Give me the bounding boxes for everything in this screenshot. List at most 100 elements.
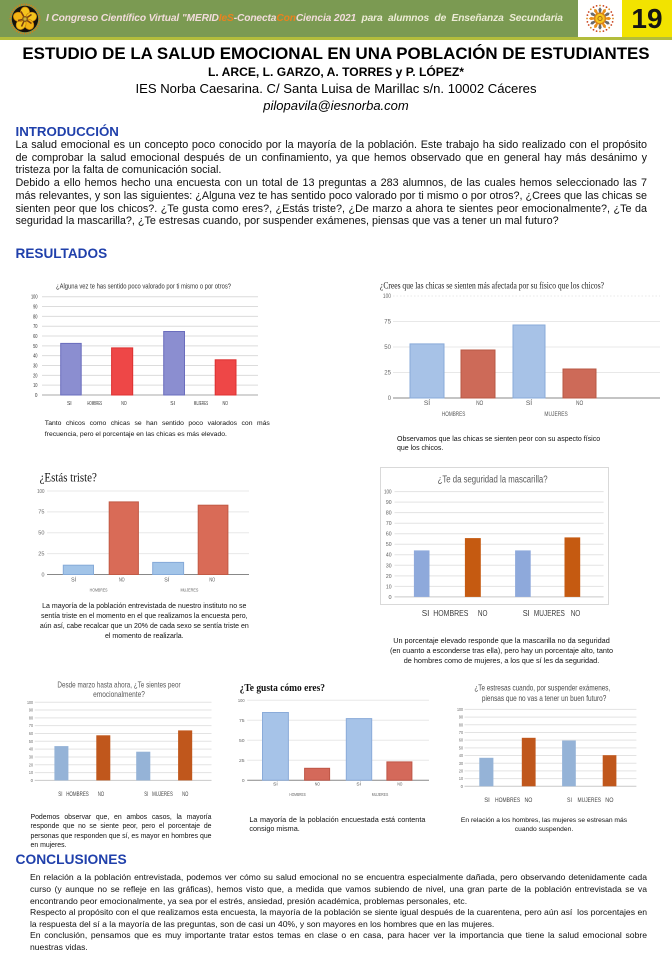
svg-text:50: 50	[459, 745, 463, 750]
svg-text:SÍ: SÍ	[164, 576, 170, 583]
svg-text:10: 10	[459, 776, 463, 781]
svg-text:SÍ: SÍ	[71, 576, 77, 583]
svg-text:NO: NO	[209, 577, 215, 583]
svg-text:¿Estás triste?: ¿Estás triste?	[40, 471, 98, 485]
svg-text:70: 70	[29, 723, 33, 728]
svg-text:NO: NO	[397, 781, 402, 787]
svg-text:25: 25	[38, 551, 44, 557]
svg-text:50: 50	[38, 531, 44, 537]
svg-text:HOMBRES: HOMBRES	[442, 412, 465, 418]
svg-text:HOMBRES: HOMBRES	[289, 792, 306, 797]
svg-text:10: 10	[29, 770, 33, 775]
svg-text:¿Alguna vez te has sentido poc: ¿Alguna vez te has sentido poco valorado…	[56, 282, 231, 291]
svg-text:SI: SI	[67, 401, 72, 407]
svg-text:0: 0	[31, 778, 34, 783]
svg-text:Desde marzo hasta ahora, ¿Te s: Desde marzo hasta ahora, ¿Te sientes peo…	[57, 679, 180, 689]
svg-text:0: 0	[389, 595, 392, 601]
svg-text:SÍ: SÍ	[356, 780, 361, 787]
svg-text:HOMBRES: HOMBRES	[433, 609, 468, 618]
svg-text:80: 80	[386, 511, 392, 517]
svg-text:NO: NO	[222, 401, 228, 407]
svg-text:30: 30	[386, 563, 392, 569]
svg-text:¿Te estresas cuando, por suspe: ¿Te estresas cuando, por suspender exáme…	[474, 683, 610, 693]
svg-text:30: 30	[29, 755, 33, 760]
svg-text:piensas que no vas a tener un: piensas que no vas a tener un buen futur…	[482, 693, 607, 703]
svg-text:60: 60	[459, 738, 463, 743]
svg-text:0: 0	[42, 572, 45, 578]
svg-text:70: 70	[386, 521, 392, 527]
svg-text:90: 90	[33, 305, 37, 311]
svg-text:MUJERES: MUJERES	[152, 791, 173, 798]
svg-text:90: 90	[29, 708, 33, 713]
svg-text:20: 20	[33, 373, 37, 379]
svg-text:HOMBRES: HOMBRES	[87, 401, 102, 407]
svg-text:40: 40	[386, 553, 392, 559]
svg-text:50: 50	[33, 344, 37, 350]
svg-text:10: 10	[386, 584, 392, 590]
svg-text:70: 70	[459, 730, 463, 735]
svg-text:NO: NO	[121, 401, 127, 407]
svg-text:100: 100	[384, 490, 392, 496]
svg-text:NO: NO	[576, 401, 583, 407]
svg-text:75: 75	[239, 718, 245, 724]
svg-text:¿Te da seguridad la mascarilla: ¿Te da seguridad la mascarilla?	[438, 474, 548, 485]
svg-text:NO: NO	[524, 797, 532, 804]
svg-text:40: 40	[33, 354, 37, 360]
svg-text:50: 50	[384, 345, 391, 351]
svg-text:SI: SI	[484, 797, 490, 804]
svg-text:10: 10	[33, 383, 37, 389]
svg-text:NO: NO	[605, 797, 613, 804]
svg-text:0: 0	[461, 784, 464, 789]
svg-text:20: 20	[29, 762, 33, 767]
svg-text:emocionalmente?: emocionalmente?	[93, 689, 145, 699]
svg-text:40: 40	[29, 747, 33, 752]
svg-text:80: 80	[29, 715, 33, 720]
svg-text:NO: NO	[119, 577, 125, 583]
svg-text:80: 80	[459, 722, 463, 727]
svg-text:NO: NO	[182, 791, 188, 798]
svg-text:MUJERES: MUJERES	[372, 792, 389, 797]
svg-text:100: 100	[31, 295, 38, 301]
svg-text:75: 75	[384, 320, 391, 326]
svg-text:SI: SI	[58, 791, 62, 798]
svg-text:30: 30	[459, 761, 463, 766]
svg-text:MUJERES: MUJERES	[544, 412, 567, 418]
svg-text:60: 60	[386, 532, 392, 538]
svg-text:60: 60	[29, 731, 33, 736]
svg-text:100: 100	[238, 698, 245, 704]
svg-text:50: 50	[239, 738, 245, 744]
svg-text:SÍ: SÍ	[273, 780, 278, 787]
svg-text:70: 70	[33, 324, 37, 330]
svg-text:50: 50	[386, 542, 392, 548]
svg-text:MUJERES: MUJERES	[578, 797, 602, 804]
svg-text:75: 75	[38, 510, 44, 516]
svg-text:SÍ: SÍ	[424, 400, 431, 407]
svg-text:25: 25	[239, 758, 245, 764]
svg-text:100: 100	[383, 294, 392, 300]
svg-text:30: 30	[33, 364, 37, 370]
svg-text:0: 0	[35, 393, 38, 399]
svg-text:SI: SI	[523, 609, 530, 618]
svg-text:60: 60	[33, 334, 37, 340]
svg-text:100: 100	[27, 700, 33, 705]
svg-text:0: 0	[242, 778, 245, 784]
svg-text:SI: SI	[170, 401, 175, 407]
svg-text:20: 20	[459, 768, 463, 773]
svg-text:NO: NO	[98, 791, 104, 798]
svg-text:¿Crees que las chicas se sient: ¿Crees que las chicas se sienten más afe…	[380, 281, 604, 292]
svg-text:SI: SI	[567, 797, 572, 804]
svg-text:NO: NO	[571, 609, 581, 618]
svg-text:HOMBRES: HOMBRES	[90, 588, 108, 593]
svg-text:HOMBRES: HOMBRES	[66, 791, 89, 798]
svg-text:HOMBRES: HOMBRES	[495, 797, 520, 804]
svg-text:¿Te gusta cómo eres?: ¿Te gusta cómo eres?	[240, 682, 325, 694]
svg-text:NO: NO	[476, 401, 483, 407]
svg-text:20: 20	[386, 574, 392, 580]
svg-text:SI: SI	[422, 609, 430, 618]
svg-text:50: 50	[29, 739, 33, 744]
svg-text:100: 100	[37, 489, 44, 495]
svg-text:40: 40	[459, 753, 463, 758]
svg-text:MUJERES: MUJERES	[180, 588, 198, 593]
svg-text:90: 90	[459, 715, 463, 720]
svg-text:SÍ: SÍ	[526, 400, 533, 407]
